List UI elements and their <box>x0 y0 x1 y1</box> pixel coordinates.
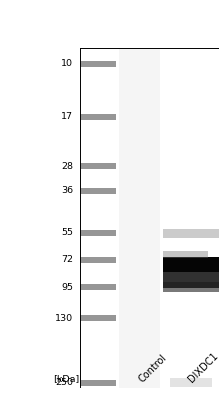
Text: DIXDC1: DIXDC1 <box>187 350 220 384</box>
Text: 36: 36 <box>61 186 73 196</box>
Text: [kDa]: [kDa] <box>53 374 79 383</box>
Text: Control: Control <box>137 352 169 384</box>
Text: 55: 55 <box>61 228 73 238</box>
Text: 10: 10 <box>61 60 73 68</box>
Text: 72: 72 <box>61 255 73 264</box>
Text: 17: 17 <box>61 112 73 121</box>
Text: 250: 250 <box>55 378 73 388</box>
Text: 28: 28 <box>61 162 73 170</box>
Text: 130: 130 <box>55 314 73 323</box>
Text: 95: 95 <box>61 282 73 292</box>
